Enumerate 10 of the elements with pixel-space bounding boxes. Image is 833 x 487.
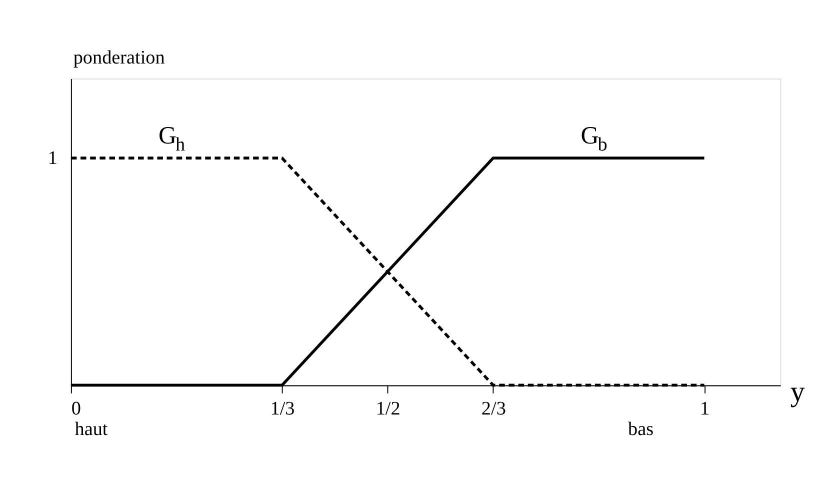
annotation: 1 (48, 148, 58, 169)
text: bas (628, 419, 654, 440)
y-axis-title: ponderation (73, 48, 166, 69)
x-tick-label: 1/2 (376, 398, 400, 420)
x-axis-title: y (790, 376, 806, 408)
text: haut (74, 419, 108, 440)
x-tick-label: 2/3 (481, 398, 506, 420)
x-tick-label: 1/3 (270, 398, 295, 420)
x-tick-label: 1 (700, 398, 710, 420)
x-tick-label: 0 (71, 398, 81, 420)
